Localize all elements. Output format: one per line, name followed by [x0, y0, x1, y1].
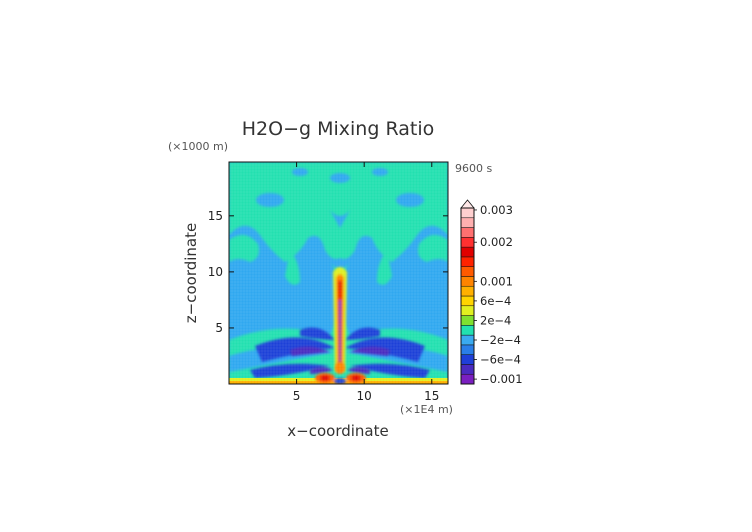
plot-frame	[228, 161, 449, 385]
colorbar: −0.001 −6e−4 −2e−4 2e−4 6e−4 0.001 0.002 0.003	[460, 199, 523, 386]
colorbar-segment-1	[460, 364, 475, 375]
time-label: 9600 s	[455, 162, 492, 175]
colorbar-tick-label-7: 0.003	[480, 203, 513, 217]
colorbar-segment-5	[460, 325, 475, 336]
colorbar-tick-label-4: 6e−4	[480, 294, 511, 308]
colorbar-segment-9	[460, 285, 475, 297]
upper-teal-region	[229, 162, 448, 290]
colorbar-tick-label-1: −6e−4	[480, 353, 521, 367]
y-axis-title: z−coordinate	[182, 223, 200, 323]
colorbar-segment-8	[460, 295, 475, 307]
x-axis-title: x−coordinate	[287, 422, 388, 440]
colorbar-tick-label-5: 0.001	[480, 274, 513, 288]
colorbar-segment-0	[460, 373, 475, 385]
colorbar-segment-6	[460, 315, 475, 326]
y-tick-label-1: 10	[208, 265, 223, 279]
surface-layer	[229, 362, 448, 384]
colorbar-tick-label-3: 2e−4	[480, 313, 511, 327]
upper-blue-pockets	[256, 168, 424, 228]
y-axis: 5 10 15	[208, 209, 448, 335]
x-tick-label-0: 5	[293, 389, 301, 403]
lower-purple-streaks	[290, 346, 390, 374]
colorbar-segment-17	[460, 207, 475, 219]
colorbar-segment-13	[460, 246, 475, 258]
central-plume	[333, 267, 347, 372]
grid-texture	[229, 162, 448, 384]
colorbar-segment-11	[460, 266, 475, 277]
y-unit-label: (×1000 m)	[168, 140, 228, 153]
colorbar-segment-3	[460, 344, 475, 355]
x-unit-label: (×1E4 m)	[400, 403, 453, 416]
colorbar-tick-label-6: 0.002	[480, 235, 513, 249]
x-tick-label-2: 15	[424, 389, 439, 403]
colorbar-segment-4	[460, 334, 475, 346]
colorbar-segment-12	[460, 256, 475, 267]
x-tick-label-1: 10	[357, 389, 372, 403]
colorbar-segment-2	[460, 354, 475, 365]
colorbar-segment-7	[460, 305, 475, 316]
colorbar-segment-15	[460, 227, 475, 238]
x-axis: 5 10 15	[293, 162, 439, 403]
colorbar-frame	[460, 207, 475, 385]
colorbar-segment-16	[460, 217, 475, 228]
chart-title: H2O−g Mixing Ratio	[242, 118, 434, 140]
y-tick-label-0: 5	[215, 321, 223, 335]
colorbar-segment-14	[460, 237, 475, 248]
colorbar-extend-arrow	[460, 199, 475, 209]
colorbar-segment-10	[460, 276, 475, 287]
heatmap-field	[229, 162, 448, 384]
colorbar-tick-label-0: −0.001	[480, 372, 523, 386]
y-tick-label-2: 15	[208, 209, 223, 223]
colorbar-tick-label-2: −2e−4	[480, 333, 521, 347]
